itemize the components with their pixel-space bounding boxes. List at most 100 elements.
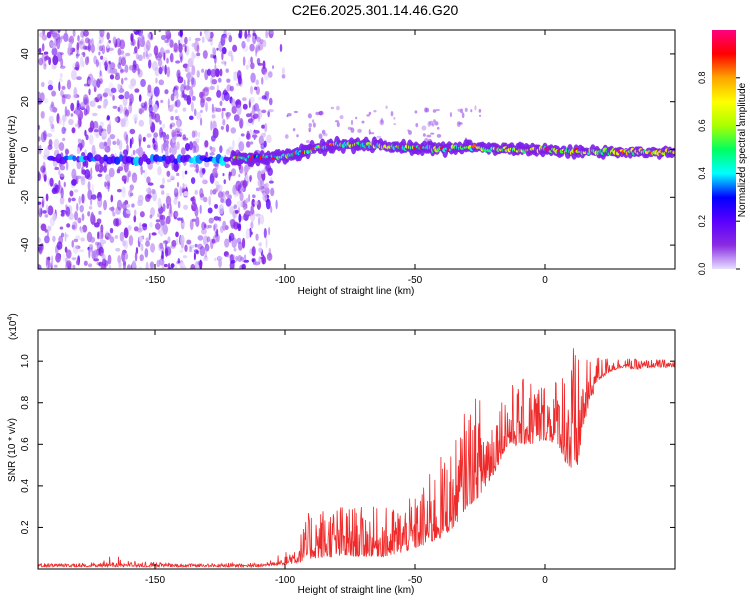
spectrogram-noise-cell [361, 120, 365, 124]
spectrogram-noise-cell [260, 132, 266, 138]
spectrogram-noise-cell [393, 116, 396, 120]
spectrogram-noise-cell [461, 112, 465, 119]
spectrogram-noise-cell [110, 194, 114, 203]
spectrogram-noise-cell [257, 170, 262, 181]
spectrogram-noise-cell [40, 223, 47, 231]
spectrogram-noise-cell [366, 114, 370, 117]
spectrogram-noise-cell [434, 121, 439, 126]
spectrogram-noise-cell [117, 83, 121, 91]
spectrogram-noise-cell [79, 39, 85, 50]
spectrogram-noise-cell [55, 244, 59, 255]
spectrogram-noise-cell [66, 223, 71, 228]
spectrogram-noise-cell [245, 64, 249, 70]
spectrogram-axes: -150 -100 -50 0 -40 -20 0 20 40 [20, 30, 675, 286]
spectrogram-noise-cell [152, 103, 158, 113]
spectrogram-noise-cell [265, 237, 268, 249]
spectrogram-noise-cell [355, 116, 358, 120]
spectrogram-noise-cell [74, 220, 78, 229]
spectrogram-noise-cell [71, 257, 77, 261]
spectrogram-noise-cell [170, 103, 175, 109]
spectrogram-noise-cell [191, 195, 196, 205]
spectrogram-noise-cell [104, 173, 111, 182]
spectrogram-noise-cell [69, 190, 74, 197]
spectrogram-noise-cell [202, 179, 208, 185]
spectrogram-noise-cell [112, 140, 117, 146]
spectrogram-noise-cell [181, 187, 185, 194]
spectrogram-noise-cell [433, 119, 436, 123]
spectrogram-noise-cell [169, 39, 174, 48]
spectrogram-noise-cell [175, 238, 179, 246]
spectrogram-noise-cell [218, 204, 225, 215]
spectrogram-noise-cell [262, 39, 267, 48]
spectrogram-noise-cell [194, 243, 198, 248]
spectrogram-band-cell [672, 151, 675, 154]
spectrogram-noise-cell [211, 114, 216, 119]
spectrogram-noise-cell [134, 114, 138, 122]
spectrogram-noise-cell [129, 93, 134, 104]
spectrogram-noise-cell [171, 131, 178, 141]
spectrogram-noise-cell [138, 138, 141, 148]
spectrogram-noise-cell [456, 121, 461, 128]
spectrogram-noise-cell [224, 238, 230, 248]
spectrogram-noise-cell [114, 235, 119, 239]
spectrogram-noise-cell [393, 123, 397, 126]
spectrogram-noise-cell [134, 251, 138, 262]
spectrogram-noise-cell [237, 241, 243, 251]
snr-y-tick-label: 1.0 [20, 354, 31, 368]
spectrogram-noise-cell [100, 224, 104, 233]
spectrogram-noise-cell [238, 117, 244, 129]
spectrogram-noise-cell [145, 261, 149, 269]
spectrogram-noise-cell [87, 42, 91, 52]
spectrogram-noise-cell [254, 261, 261, 266]
spectrogram-noise-cell [250, 205, 254, 213]
spectrogram-noise-cell [228, 50, 233, 57]
spectrogram-noise-cell [215, 107, 222, 113]
spectrogram-noise-cell [212, 47, 217, 56]
spectrogram-noise-cell [125, 203, 131, 208]
spectrogram-band-cell [141, 153, 148, 162]
spectrogram-noise-cell [90, 167, 93, 176]
spectrogram-noise-cell [131, 260, 137, 269]
spectrogram-noise-cell [151, 232, 157, 236]
spectrogram-noise-cell [199, 245, 206, 257]
spectrogram-noise-cell [169, 174, 175, 179]
spectrogram-noise-cell [123, 227, 129, 239]
spectrogram-noise-cell [81, 213, 85, 221]
spectrogram-noise-cell [194, 261, 200, 269]
spectrogram-noise-cell [73, 238, 79, 243]
spectrogram-noise-cell [190, 263, 196, 269]
spectrogram-noise-cell [247, 30, 251, 36]
spectrogram-noise-cell [204, 223, 207, 229]
spectrogram-noise-cell [116, 188, 123, 193]
spectrogram-noise-cell [132, 113, 139, 122]
spectrogram-x-tick-label: -50 [408, 275, 423, 286]
spectrogram-noise-cell [210, 68, 217, 78]
spectrogram-noise-cell [270, 205, 273, 214]
spectrogram-noise-cell [152, 137, 156, 144]
spectrogram-noise-cell [177, 118, 180, 130]
spectrogram-noise-cell [125, 209, 132, 215]
spectrogram-noise-cell [187, 78, 190, 87]
spectrogram-noise-cell [236, 200, 242, 208]
spectrogram-noise-cell [137, 67, 141, 75]
spectrogram-noise-cell [121, 175, 128, 182]
spectrogram-noise-cell [248, 96, 255, 103]
spectrogram-noise-cell [113, 218, 119, 227]
spectrogram-noise-cell [106, 41, 110, 49]
spectrogram-noise-cell [210, 120, 213, 132]
spectrogram-noise-cell [93, 258, 100, 262]
spectrogram-noise-cell [65, 161, 69, 171]
spectrogram-noise-cell [202, 235, 209, 246]
spectrogram-noise-cell [124, 252, 129, 260]
spectrogram-noise-cell [42, 153, 47, 159]
spectrogram-noise-cell [204, 140, 209, 148]
spectrogram-noise-cell [53, 264, 58, 268]
spectrogram-noise-cell [241, 40, 246, 49]
spectrogram-noise-cell [171, 240, 177, 247]
spectrogram-noise-cell [252, 104, 256, 115]
spectrogram-noise-cell [176, 172, 180, 177]
spectrogram-noise-cell [268, 226, 271, 236]
spectrogram-noise-cell [38, 136, 41, 142]
spectrogram-heatmap [38, 30, 675, 269]
spectrogram-noise-cell [51, 63, 57, 70]
